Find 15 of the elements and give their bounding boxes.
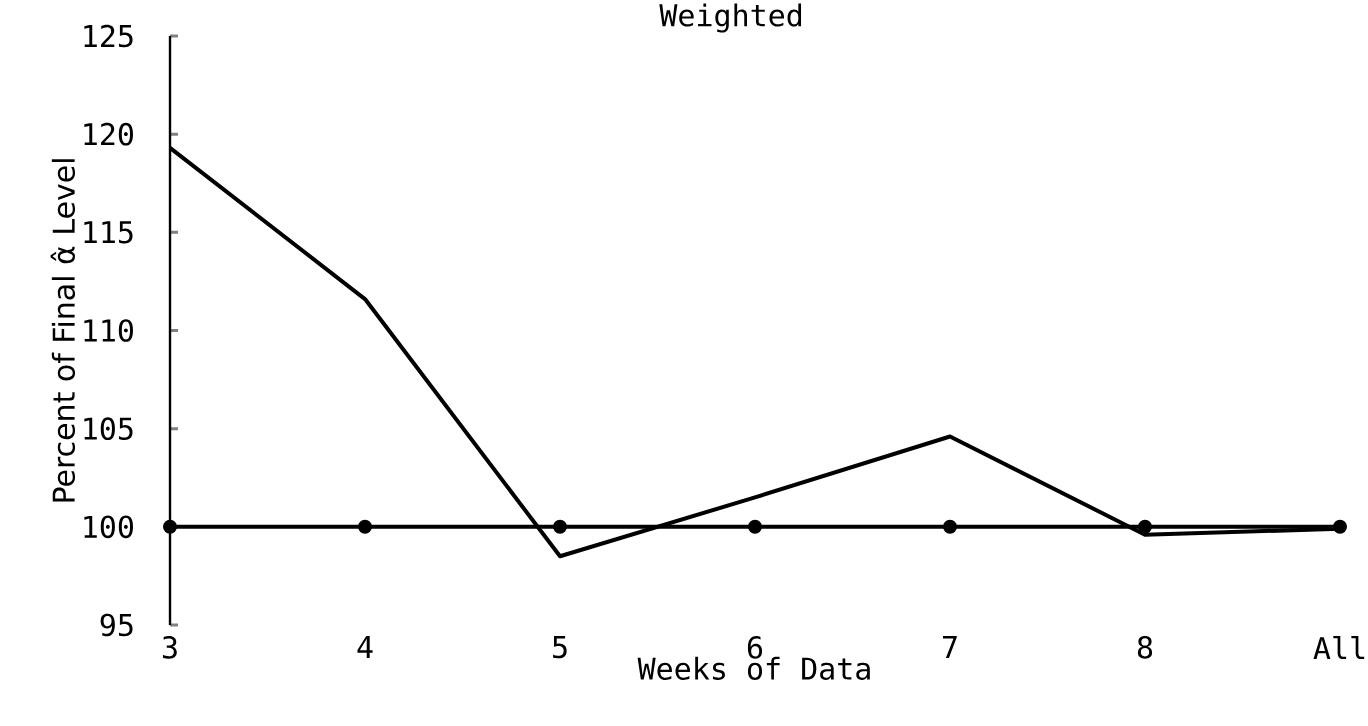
x-tick-label: 3 bbox=[162, 636, 177, 659]
y-tick-label: 125 bbox=[84, 24, 133, 48]
y-tick-label: 105 bbox=[84, 417, 133, 441]
x-tick-label: 8 bbox=[1137, 636, 1153, 659]
y-tick-label: 100 bbox=[84, 515, 133, 539]
y-tick-label: 115 bbox=[84, 221, 133, 244]
x-tick-label: 4 bbox=[357, 636, 373, 658]
y-tick-label: 95 bbox=[100, 613, 133, 637]
y-axis-title: Percent of Final α̂ Level bbox=[50, 159, 76, 502]
x-tick-label: 7 bbox=[943, 636, 957, 658]
chart-title: Weighted bbox=[659, 3, 802, 33]
y-tick-label: 110 bbox=[84, 319, 133, 342]
x-tick-label: 5 bbox=[553, 636, 567, 659]
y-tick-label: 120 bbox=[84, 122, 133, 146]
x-tick-label: All bbox=[1313, 636, 1365, 659]
